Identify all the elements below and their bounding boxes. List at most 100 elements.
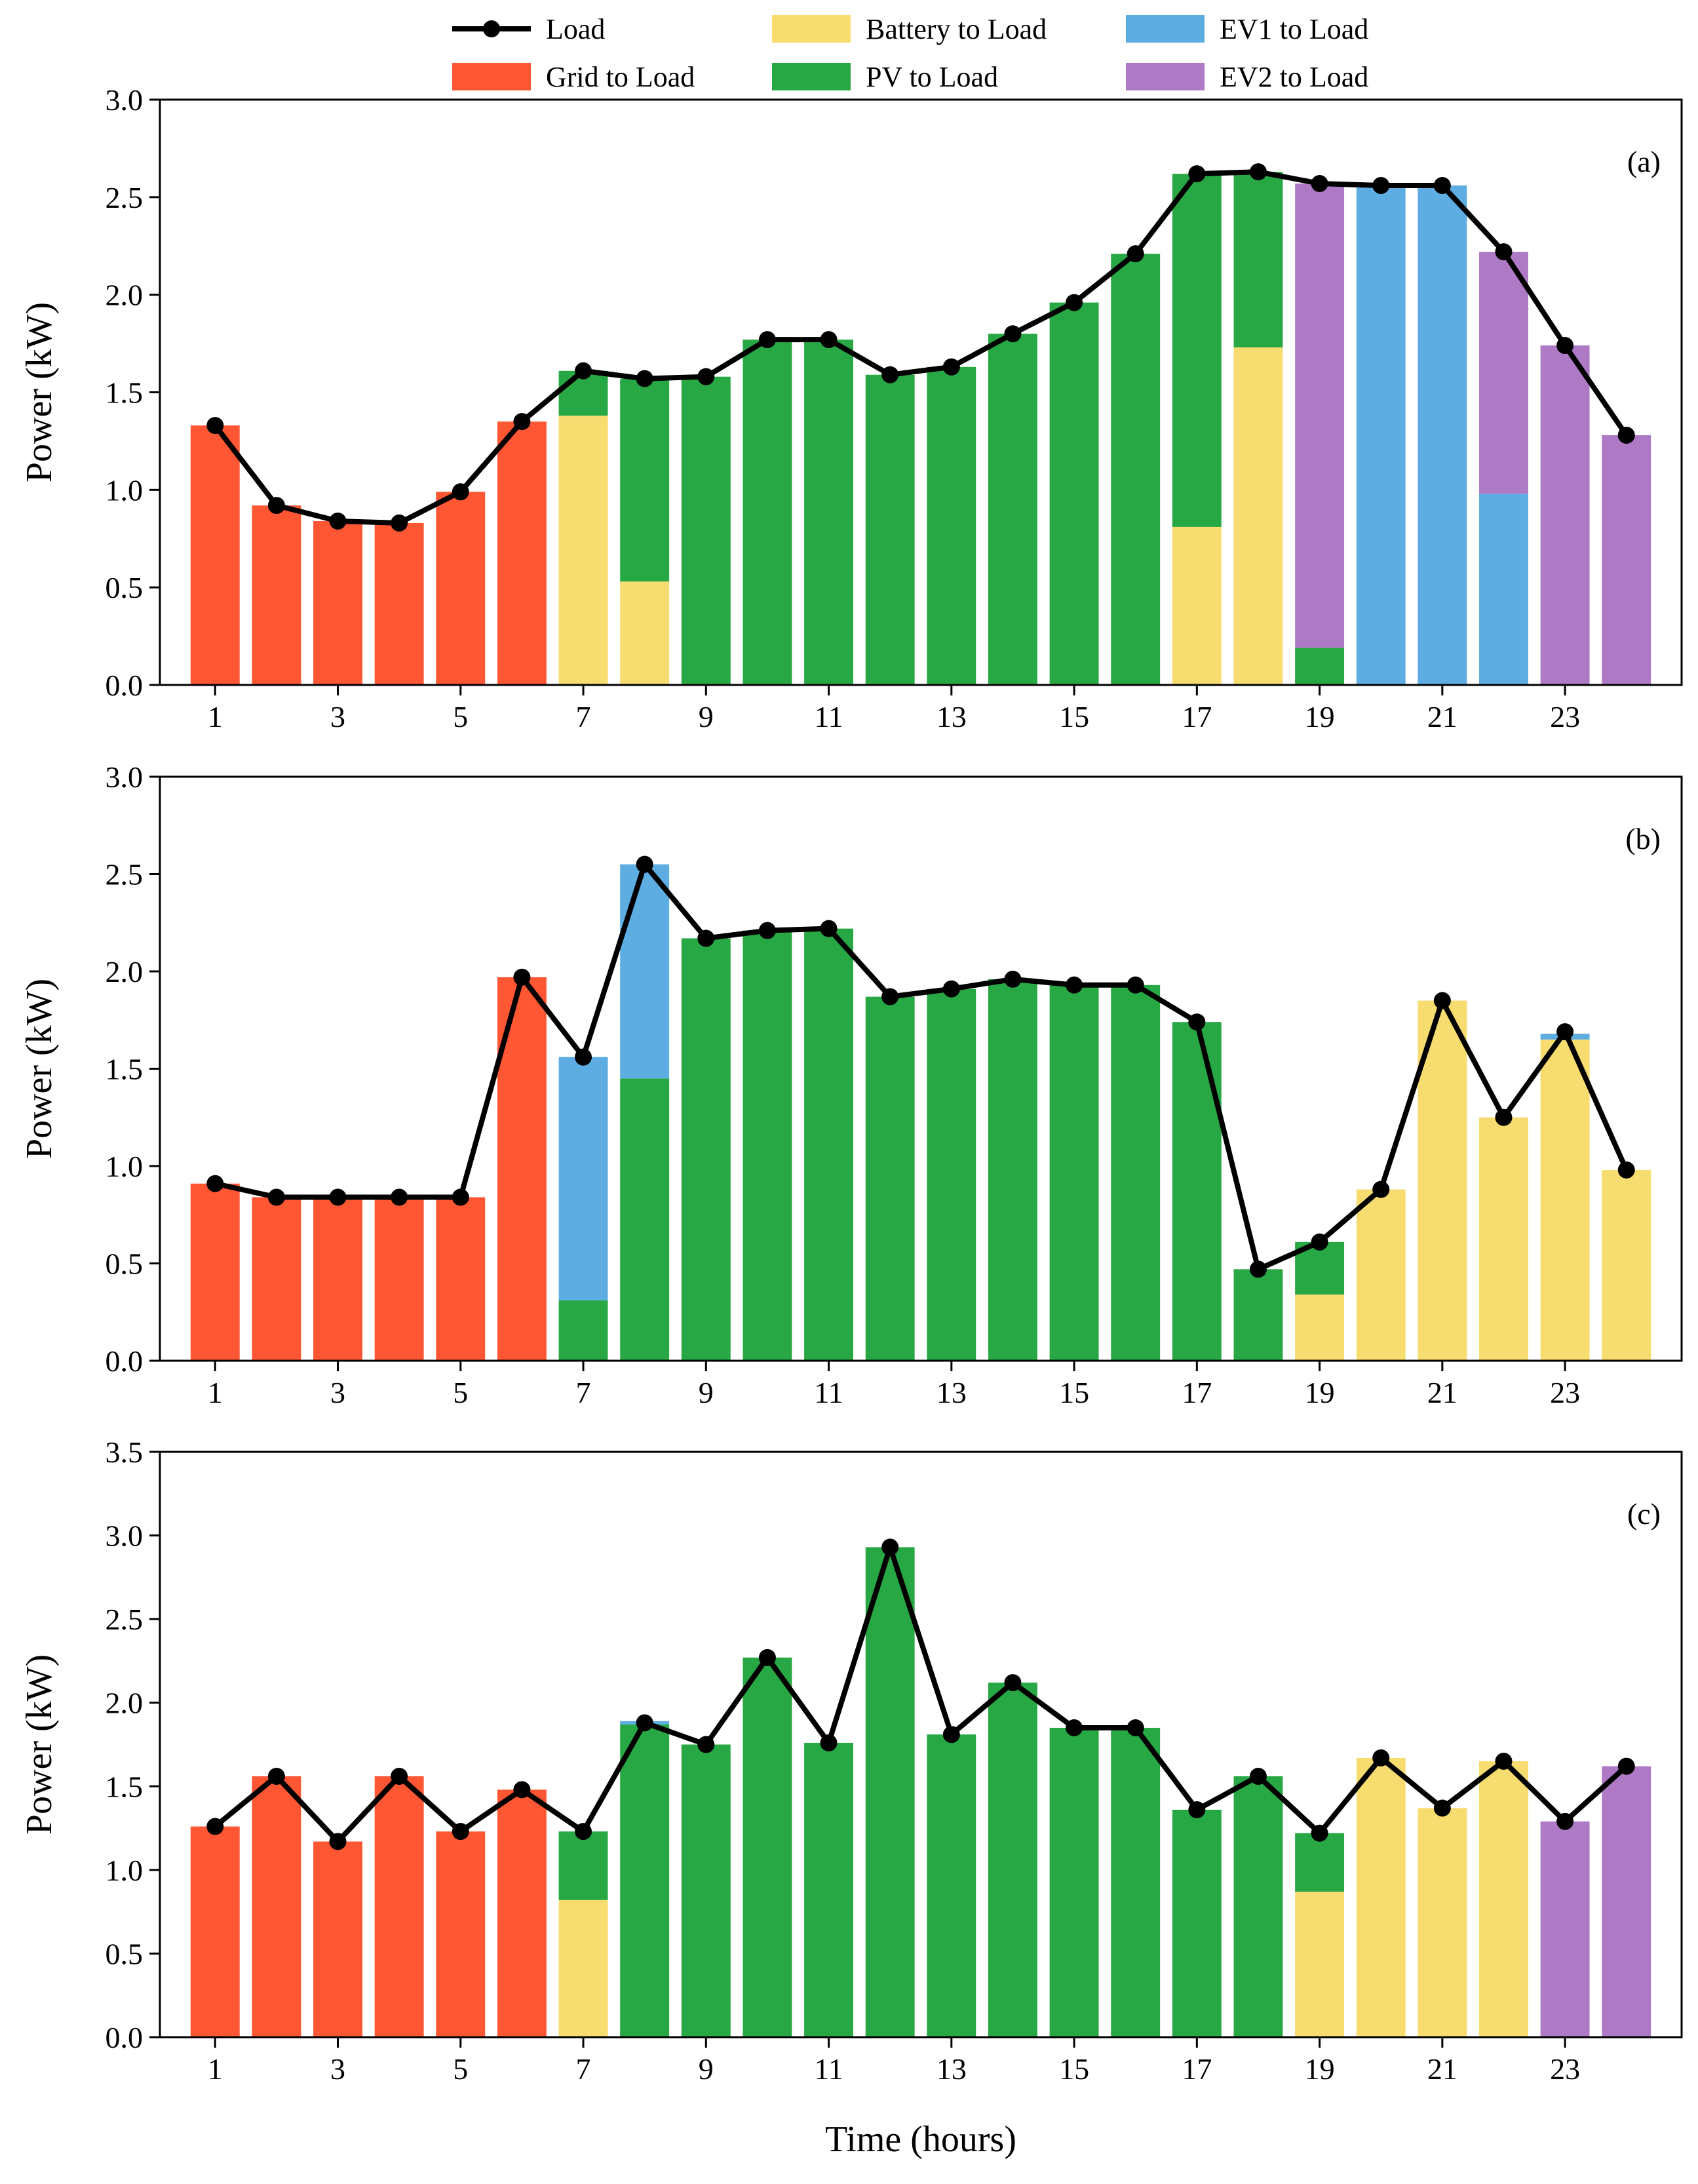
- legend-item-load: Load: [452, 13, 605, 45]
- x-tick-label: 9: [699, 1376, 714, 1409]
- bar-segment-grid-to-load-h4: [374, 1197, 424, 1361]
- x-tick-label: 5: [453, 1376, 468, 1409]
- bar-segment-ev1-to-load-h20: [1356, 185, 1406, 685]
- panel-c: 0.00.51.01.52.02.53.03.51 3 5 7 9 11 13 15 17 19 2…: [19, 1435, 1683, 2086]
- load-point-h6: [513, 1781, 531, 1799]
- bar-segment-battery-to-load-h24: [1602, 1169, 1651, 1361]
- bar-segment-pv-to-load-h18: [1233, 172, 1283, 348]
- legend-label-pv-to-load: PV to Load: [866, 61, 998, 93]
- bar-segment-grid-to-load-h1: [190, 425, 240, 685]
- load-point-h15: [1066, 976, 1083, 994]
- x-tick-label: 17: [1182, 1376, 1212, 1409]
- bars: [190, 172, 1651, 685]
- x-tick-label: 17: [1182, 2052, 1212, 2086]
- y-tick-label: 1.0: [106, 1150, 144, 1183]
- x-tick-label: 1: [208, 1376, 223, 1409]
- bar-segment-pv-to-load-h13: [927, 1734, 976, 2037]
- legend-swatch-battery-to-load: [772, 15, 851, 43]
- load-point-h4: [391, 1767, 408, 1785]
- bar-segment-battery-to-load-h19: [1295, 1892, 1345, 2037]
- bar-segment-grid-to-load-h5: [436, 492, 486, 685]
- load-point-h14: [1004, 1674, 1022, 1692]
- load-point-h3: [329, 512, 347, 530]
- bar-segment-pv-to-load-h16: [1111, 985, 1161, 1361]
- x-tick-label: 1: [208, 2052, 223, 2086]
- x-tick-label: 21: [1427, 2052, 1457, 2086]
- bars: [190, 864, 1651, 1361]
- bar-segment-pv-to-load-h8: [620, 1078, 670, 1361]
- legend-swatch-ev2-to-load: [1126, 63, 1205, 90]
- load-point-h20: [1372, 176, 1390, 194]
- load-point-h10: [758, 331, 776, 349]
- load-point-h18: [1249, 163, 1267, 181]
- legend-item-pv-to-load: PV to Load: [772, 61, 998, 93]
- load-point-h5: [452, 1823, 469, 1841]
- x-tick-label: 3: [330, 2052, 345, 2086]
- load-point-h1: [206, 417, 224, 435]
- bar-segment-grid-to-load-h4: [374, 1776, 424, 2037]
- load-point-h11: [820, 920, 838, 937]
- load-point-h20: [1372, 1180, 1390, 1198]
- bar-segment-ev1-to-load-h22: [1479, 494, 1528, 685]
- y-tick-label: 2.5: [106, 858, 144, 891]
- y-tick-label: 1.5: [106, 1770, 144, 1803]
- bar-segment-ev1-to-load-h8: [620, 864, 670, 1079]
- bar-segment-pv-to-load-h18: [1233, 1269, 1283, 1361]
- load-point-h23: [1556, 337, 1574, 355]
- y-axis-label: Power (kW): [19, 1654, 60, 1835]
- load-point-h14: [1004, 325, 1022, 343]
- load-point-h8: [636, 370, 653, 387]
- bar-segment-grid-to-load-h6: [497, 1789, 547, 2037]
- load-point-h4: [391, 514, 408, 532]
- bar-segment-battery-to-load-h7: [558, 416, 608, 685]
- bar-segment-pv-to-load-h12: [865, 374, 915, 685]
- x-tick-label: 19: [1305, 1376, 1335, 1409]
- x-tick-label: 11: [814, 1376, 843, 1409]
- load-point-h2: [267, 497, 285, 515]
- load-point-h7: [575, 362, 592, 380]
- load-point-h23: [1556, 1812, 1574, 1830]
- y-tick-label: 1.0: [106, 1854, 144, 1887]
- x-tick-label: 15: [1059, 1376, 1089, 1409]
- bar-segment-grid-to-load-h5: [436, 1197, 486, 1361]
- load-point-h18: [1249, 1767, 1267, 1785]
- bar-segment-pv-to-load-h19: [1295, 648, 1345, 685]
- bar-segment-battery-to-load-h22: [1479, 1761, 1528, 2037]
- bar-segment-battery-to-load-h22: [1479, 1117, 1528, 1361]
- panel-tag: (b): [1625, 822, 1661, 855]
- load-point-h9: [697, 368, 715, 385]
- load-point-h4: [391, 1188, 408, 1206]
- x-tick-label: 11: [814, 700, 843, 733]
- bar-segment-pv-to-load-h12: [865, 996, 915, 1361]
- bar-segment-pv-to-load-h16: [1111, 1727, 1161, 2037]
- legend-item-battery-to-load: Battery to Load: [772, 13, 1047, 45]
- bar-segment-ev2-to-load-h19: [1295, 183, 1345, 648]
- bar-segment-pv-to-load-h12: [865, 1547, 915, 2037]
- load-point-h5: [452, 1188, 469, 1206]
- bar-segment-grid-to-load-h3: [313, 520, 362, 685]
- y-tick-label: 2.0: [106, 955, 144, 988]
- bar-segment-pv-to-load-h14: [988, 334, 1037, 685]
- load-point-h11: [820, 331, 838, 349]
- bar-segment-ev1-to-load-h7: [558, 1057, 608, 1300]
- x-tick-label: 11: [814, 2052, 843, 2086]
- bar-segment-pv-to-load-h11: [804, 928, 854, 1361]
- x-tick-label: 7: [576, 2052, 591, 2086]
- load-point-h17: [1188, 1801, 1206, 1819]
- bar-segment-battery-to-load-h19: [1295, 1295, 1345, 1361]
- panel-tag: (a): [1627, 145, 1661, 178]
- y-tick-label: 1.5: [106, 376, 144, 410]
- x-tick-label: 13: [936, 2052, 967, 2086]
- x-tick-label: 9: [699, 2052, 714, 2086]
- panel-a: 0.00.51.01.52.02.53.01 3 5 7 9 11 13 15 17 19 21 23…: [19, 83, 1683, 733]
- bar-segment-grid-to-load-h6: [497, 421, 547, 685]
- load-line: [214, 861, 1629, 1272]
- bar-segment-battery-to-load-h21: [1418, 1808, 1467, 2037]
- y-tick-label: 3.0: [106, 760, 144, 794]
- x-tick-label: 7: [576, 700, 591, 733]
- load-point-h9: [697, 1736, 715, 1753]
- y-tick-label: 0.0: [106, 2021, 144, 2054]
- bar-segment-ev2-to-load-h24: [1602, 1766, 1651, 2037]
- x-tick-label: 1: [208, 700, 223, 733]
